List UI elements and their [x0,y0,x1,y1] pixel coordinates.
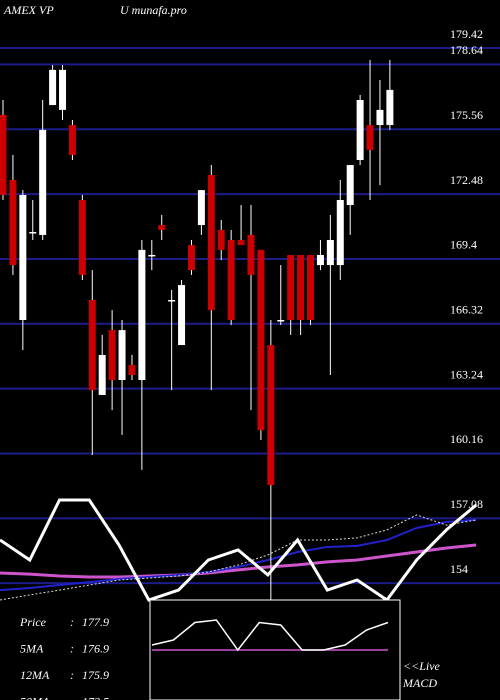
live-link: <<Live [403,659,441,673]
candle-body [227,240,235,320]
info-value: 175.9 [82,668,109,682]
info-label: 12MA [20,668,50,682]
candle-body [29,232,37,234]
y-tick-label: 160.16 [450,432,483,446]
info-label: 50MA [20,694,50,700]
info-label: Price [19,615,47,629]
candle-body [207,174,215,311]
candle-body [59,69,67,110]
candle-body [326,240,334,266]
candle-body [217,229,225,250]
y-tick-label: 172.48 [450,173,483,187]
candle-body [68,125,76,155]
ma-line [0,543,477,579]
y-tick-label: 154 [450,562,468,576]
candle-body [88,300,96,391]
y-tick-label: 169.4 [450,238,477,252]
ma-line [0,514,477,601]
candle-body [257,249,265,431]
candle-body [128,365,136,375]
info-value: 176.9 [82,641,109,655]
candle-body [386,89,394,126]
candle-body [376,109,384,126]
y-tick-label: 175.56 [450,108,483,122]
candle-body [277,320,285,322]
y-tick-label: 157.08 [450,497,483,511]
info-label: 5MA [20,641,44,655]
info-value: 177.9 [82,615,109,629]
candle-body [118,330,126,380]
y-tick-label: 179.42 [450,27,483,41]
candle-body [297,254,305,320]
candle-body [9,180,17,266]
info-separator: : [70,668,74,682]
candle-body [178,285,186,346]
candle-body [19,194,27,320]
candle-body [247,234,255,275]
candle-body [307,254,315,320]
info-separator: : [70,641,74,655]
candle-body [356,100,364,160]
candle-body [267,345,275,486]
info-separator: : [70,694,74,700]
chart-subtitle: U munafa.pro [120,3,187,17]
candle-body [158,225,166,230]
y-tick-label: 166.32 [450,303,483,317]
ma-line [0,498,478,603]
candle-body [148,254,156,257]
candle-body [78,200,86,275]
candle-body [0,114,7,195]
info-value: 172.5 [82,694,109,700]
macd-title: MACD [402,676,437,690]
y-tick-label: 178.64 [450,43,483,57]
candle-body [138,249,146,380]
candle-body [336,200,344,266]
candle-body [108,330,116,380]
candle-body [237,240,245,246]
candle-body [366,125,374,150]
candle-body [346,165,354,206]
candle-body [49,69,57,106]
y-tick-label: 163.24 [450,367,483,381]
candle-body [98,354,106,395]
ma-line [0,519,477,592]
info-separator: : [70,615,74,629]
candle-body [168,300,176,302]
candle-body [316,254,324,266]
chart-title: AMEX VP [3,3,54,17]
candle-body [197,190,205,226]
candle-body [39,129,47,235]
candle-body [187,245,195,271]
macd-line [151,619,389,652]
candle-body [287,254,295,320]
